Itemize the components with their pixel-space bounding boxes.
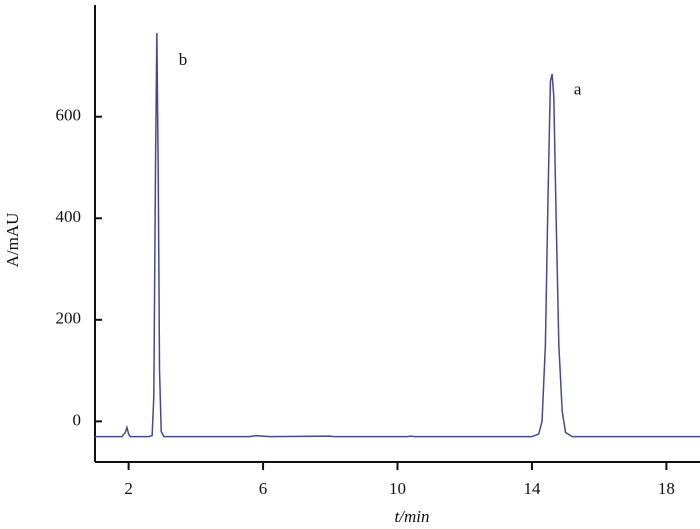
y-axis-label: A/mAU bbox=[3, 213, 22, 268]
peak-label: a bbox=[574, 80, 582, 99]
x-tick-label: 10 bbox=[389, 479, 406, 498]
peak-label: b bbox=[179, 50, 188, 69]
y-tick-label: 600 bbox=[56, 106, 82, 125]
y-tick-label: 400 bbox=[56, 207, 82, 226]
y-tick-label: 0 bbox=[73, 410, 82, 429]
x-axis-label: t/min bbox=[395, 507, 430, 526]
x-tick-label: 2 bbox=[124, 479, 133, 498]
x-tick-label: 18 bbox=[658, 479, 675, 498]
x-tick-label: 6 bbox=[259, 479, 268, 498]
y-tick-label: 200 bbox=[56, 309, 82, 328]
signal-line bbox=[95, 32, 700, 438]
x-tick-label: 14 bbox=[523, 479, 541, 498]
